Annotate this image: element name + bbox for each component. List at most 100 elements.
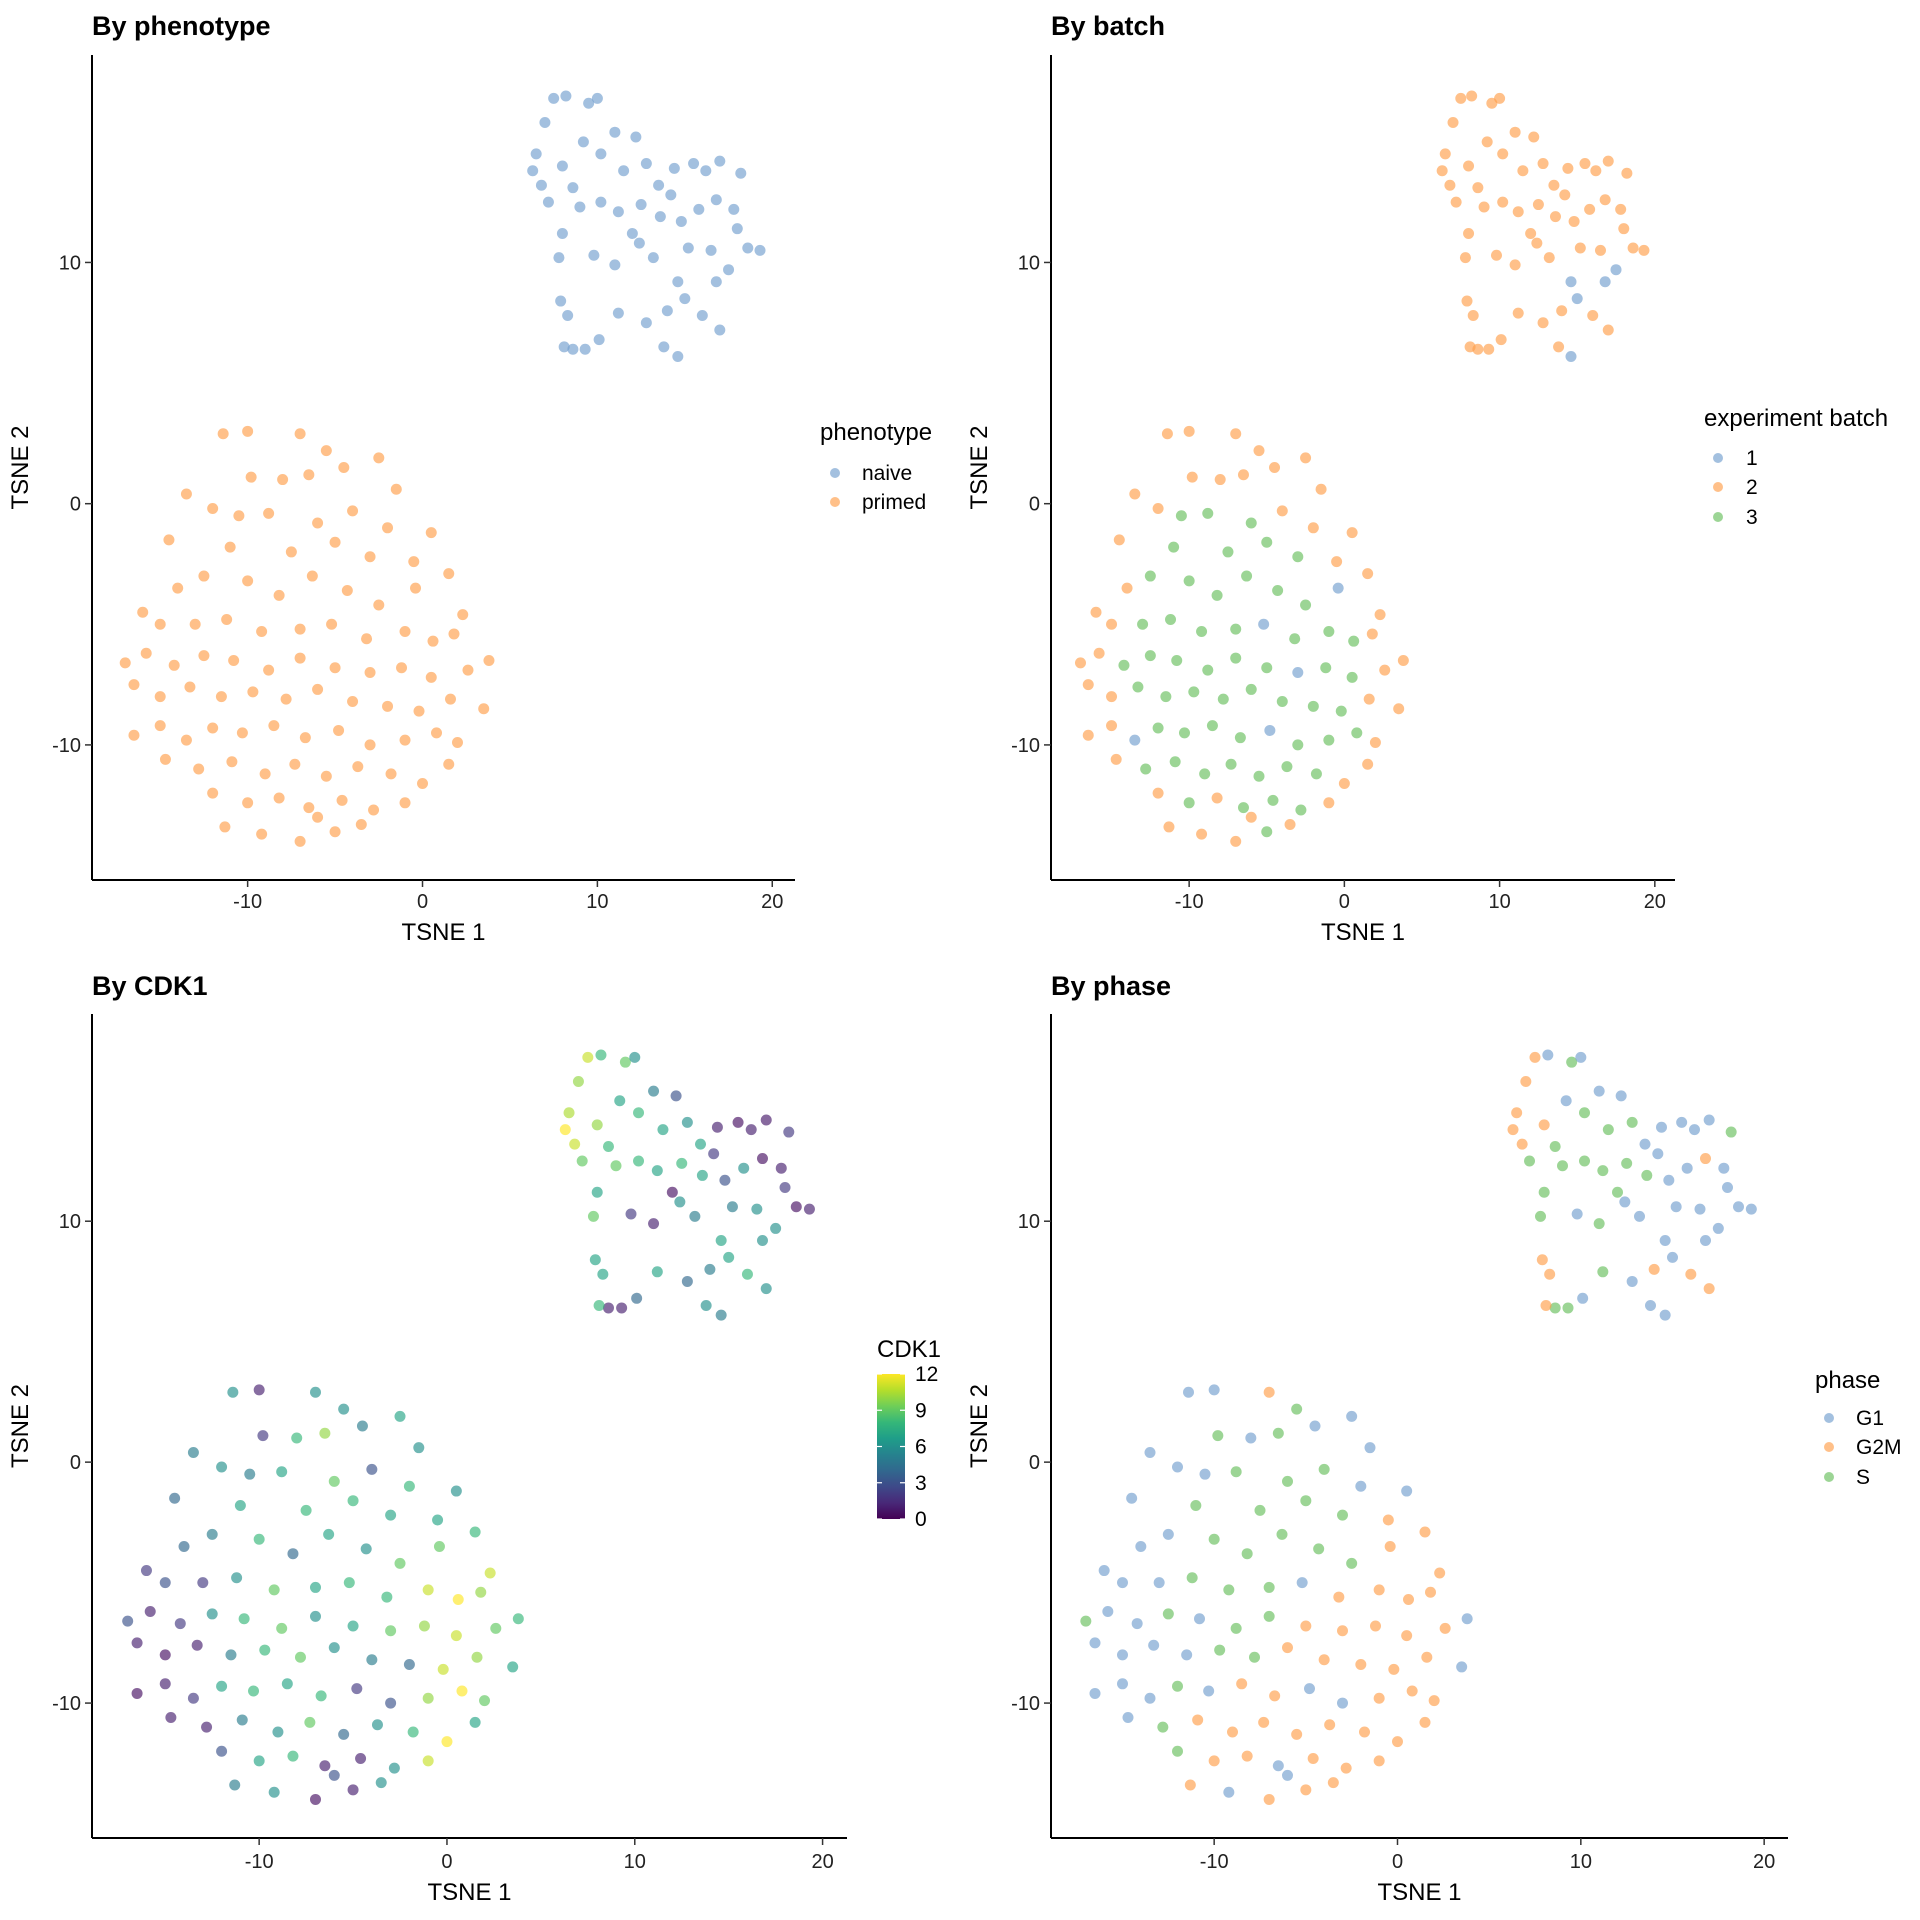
data-point	[1324, 1719, 1336, 1731]
data-point	[654, 211, 666, 223]
data-point	[1627, 242, 1639, 254]
data-point	[1461, 1613, 1473, 1625]
data-point	[1597, 1266, 1609, 1278]
data-point	[1528, 131, 1540, 143]
data-point	[319, 1427, 331, 1439]
data-point	[385, 1625, 397, 1637]
data-point	[328, 1642, 340, 1654]
data-point	[1269, 462, 1281, 473]
data-point	[558, 341, 570, 353]
data-point	[1553, 341, 1565, 353]
data-point	[140, 647, 152, 659]
data-point	[373, 599, 385, 611]
data-point	[1464, 341, 1476, 353]
data-point	[312, 517, 324, 529]
data-point	[268, 1584, 280, 1596]
data-point	[1621, 1157, 1633, 1169]
colorbar-label: 9	[915, 1399, 927, 1422]
data-point	[1549, 1141, 1561, 1153]
data-point	[268, 1786, 280, 1798]
data-point	[422, 1692, 434, 1704]
data-point	[640, 158, 652, 170]
x-tick-label: 0	[1339, 891, 1350, 913]
points	[119, 90, 766, 847]
data-point	[178, 1540, 190, 1552]
data-point	[577, 136, 589, 148]
data-point	[1300, 599, 1312, 611]
data-point	[326, 618, 338, 630]
data-point	[319, 1760, 331, 1772]
points	[1074, 90, 1650, 847]
data-point	[1276, 505, 1288, 517]
data-point	[1135, 1540, 1147, 1552]
data-point	[1217, 693, 1229, 705]
data-point	[1700, 1153, 1711, 1165]
data-point	[530, 148, 542, 160]
data-point	[475, 1586, 487, 1598]
data-point	[1529, 1051, 1541, 1063]
data-point	[433, 1540, 445, 1552]
data-point	[329, 826, 341, 838]
data-point	[253, 1533, 265, 1545]
data-point	[633, 1155, 645, 1167]
data-point	[215, 691, 227, 703]
data-point	[1463, 160, 1475, 172]
y-tick-label: 0	[1029, 494, 1040, 516]
data-point	[1579, 1107, 1590, 1119]
data-point	[648, 1085, 660, 1097]
data-point	[1439, 1622, 1451, 1634]
data-point	[336, 794, 348, 806]
x-axis-title: TSNE 1	[1321, 919, 1405, 946]
data-point	[450, 1485, 462, 1497]
data-point	[597, 1268, 609, 1280]
data-point	[696, 310, 708, 322]
data-point	[469, 1526, 481, 1538]
data-point	[1168, 541, 1180, 553]
data-point	[635, 199, 647, 211]
data-point	[670, 1090, 682, 1102]
data-point	[1208, 1755, 1220, 1767]
data-point	[1483, 343, 1495, 355]
data-point	[294, 652, 306, 664]
data-point	[385, 1697, 397, 1709]
data-point	[1333, 1591, 1345, 1603]
data-point	[723, 1251, 735, 1263]
data-point	[1509, 259, 1521, 271]
data-point	[1574, 242, 1586, 254]
data-point	[714, 324, 726, 336]
data-point	[779, 1181, 791, 1193]
data-point	[471, 1651, 483, 1663]
data-point	[242, 797, 254, 809]
data-point	[582, 1051, 594, 1063]
data-point	[263, 507, 275, 519]
data-point	[1370, 1620, 1381, 1632]
data-point	[217, 428, 229, 440]
data-point	[1676, 1116, 1688, 1128]
data-point	[189, 618, 201, 630]
data-point	[1602, 324, 1614, 336]
data-point	[207, 722, 219, 734]
data-point	[1313, 1543, 1325, 1555]
colorbar-label: 0	[915, 1508, 927, 1531]
data-point	[403, 1480, 415, 1492]
data-point	[726, 1201, 738, 1213]
data-point	[231, 1572, 243, 1584]
data-point	[371, 1719, 383, 1731]
data-point	[137, 606, 149, 618]
data-point	[602, 1302, 614, 1314]
colorbar-label: 12	[915, 1363, 938, 1386]
data-point	[198, 570, 210, 582]
data-point	[263, 664, 275, 676]
data-point	[1388, 1663, 1400, 1675]
data-point	[1320, 662, 1332, 674]
data-point	[1722, 1181, 1733, 1193]
data-point	[1615, 203, 1627, 215]
data-point	[1599, 276, 1611, 288]
data-point	[1615, 1090, 1627, 1102]
data-point	[193, 763, 205, 775]
data-point	[1544, 1268, 1556, 1280]
data-point	[1318, 1654, 1330, 1666]
data-point	[1163, 821, 1175, 833]
data-point	[1272, 585, 1284, 597]
data-point	[1282, 1769, 1293, 1781]
